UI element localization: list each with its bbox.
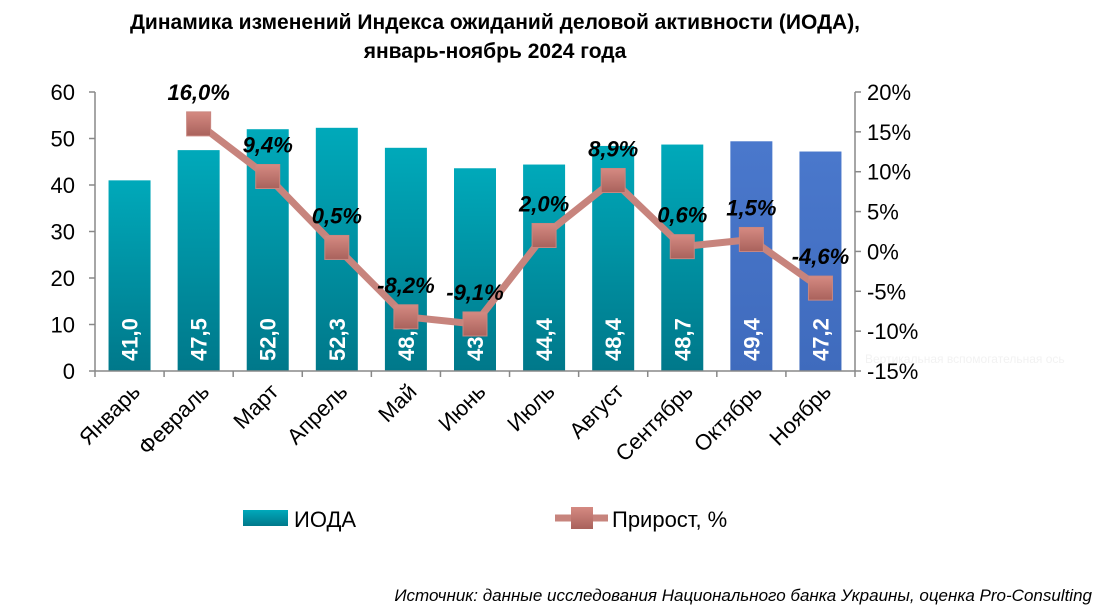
bar-value-label: 48,4 <box>601 317 626 361</box>
bar <box>177 150 220 371</box>
growth-marker <box>324 234 350 260</box>
growth-label: 8,9% <box>588 136 638 161</box>
growth-label: 9,4% <box>243 132 293 157</box>
legend-line-label: Прирост, % <box>612 507 727 532</box>
bar <box>730 141 773 371</box>
left-tick-label: 10 <box>51 313 75 338</box>
left-tick-label: 60 <box>51 80 75 105</box>
category-label: Апрель <box>282 379 352 449</box>
bar <box>523 164 566 371</box>
chart-title: Динамика изменений Индекса ожиданий дело… <box>0 8 990 66</box>
growth-label: -8,2% <box>377 273 434 298</box>
growth-marker <box>600 167 626 193</box>
category-label: Август <box>564 379 629 444</box>
source-note: Источник: данные исследования Национальн… <box>394 586 1092 605</box>
bar-value-label: 47,2 <box>808 318 833 361</box>
left-tick-label: 0 <box>63 359 75 384</box>
category-label: Октябрь <box>689 379 767 457</box>
category-label: Май <box>373 379 421 427</box>
legend-bar-label: ИОДА <box>294 507 356 532</box>
category-label: Ноябрь <box>764 379 836 451</box>
right-tick-label: -5% <box>867 279 906 304</box>
title-line-2: январь-ноябрь 2024 года <box>363 40 627 63</box>
right-tick-label: 10% <box>867 160 911 185</box>
bar-value-label: 49,4 <box>739 317 764 361</box>
growth-label: -4,6% <box>792 244 849 269</box>
bar <box>454 168 496 371</box>
growth-label: 0,5% <box>312 203 362 228</box>
title-line-1: Динамика изменений Индекса ожиданий дело… <box>129 11 861 34</box>
right-tick-label: -15% <box>867 359 918 384</box>
bar-value-label: 52,3 <box>325 318 350 361</box>
left-tick-label: 20 <box>51 266 75 291</box>
right-tick-label: 0% <box>867 239 899 264</box>
left-tick-label: 40 <box>51 173 75 198</box>
growth-marker <box>738 226 764 252</box>
right-tick-label: 15% <box>867 120 911 145</box>
growth-label: 2,0% <box>518 191 569 216</box>
category-label: Июль <box>502 379 559 436</box>
bar-value-label: 41,0 <box>118 318 143 361</box>
bar <box>799 151 842 371</box>
growth-line <box>196 121 823 328</box>
left-tick-label: 50 <box>51 127 75 152</box>
growth-label: 1,5% <box>726 195 776 220</box>
category-label: Март <box>228 379 283 434</box>
bar-value-label: 44,4 <box>532 317 557 361</box>
category-label: Февраль <box>133 379 214 460</box>
legend-line-marker <box>571 507 593 529</box>
bar-value-label: 47,5 <box>187 318 212 361</box>
growth-marker <box>669 234 695 260</box>
growth-marker <box>531 222 557 248</box>
growth-marker <box>393 304 419 330</box>
bar <box>108 180 151 371</box>
growth-label: 16,0% <box>167 80 229 105</box>
growth-label: -9,1% <box>446 280 503 305</box>
right-tick-label: 5% <box>867 200 899 225</box>
category-label: Январь <box>74 379 145 450</box>
right-tick-label: 20% <box>867 80 911 105</box>
bar-value-label: 48,7 <box>670 318 695 361</box>
growth-marker <box>186 111 212 137</box>
bar <box>384 147 427 371</box>
growth-marker <box>255 163 281 189</box>
left-tick-label: 30 <box>51 220 75 245</box>
category-label: Июнь <box>433 379 490 436</box>
growth-marker <box>462 311 488 337</box>
right-axis-hint: Вертикальная вспомогательная ось <box>865 352 1065 366</box>
growth-marker <box>807 275 833 301</box>
bar-value-label: 52,0 <box>256 318 281 361</box>
growth-label: 0,6% <box>657 203 707 228</box>
right-tick-label: -10% <box>867 319 918 344</box>
legend-bar-swatch <box>243 510 288 526</box>
